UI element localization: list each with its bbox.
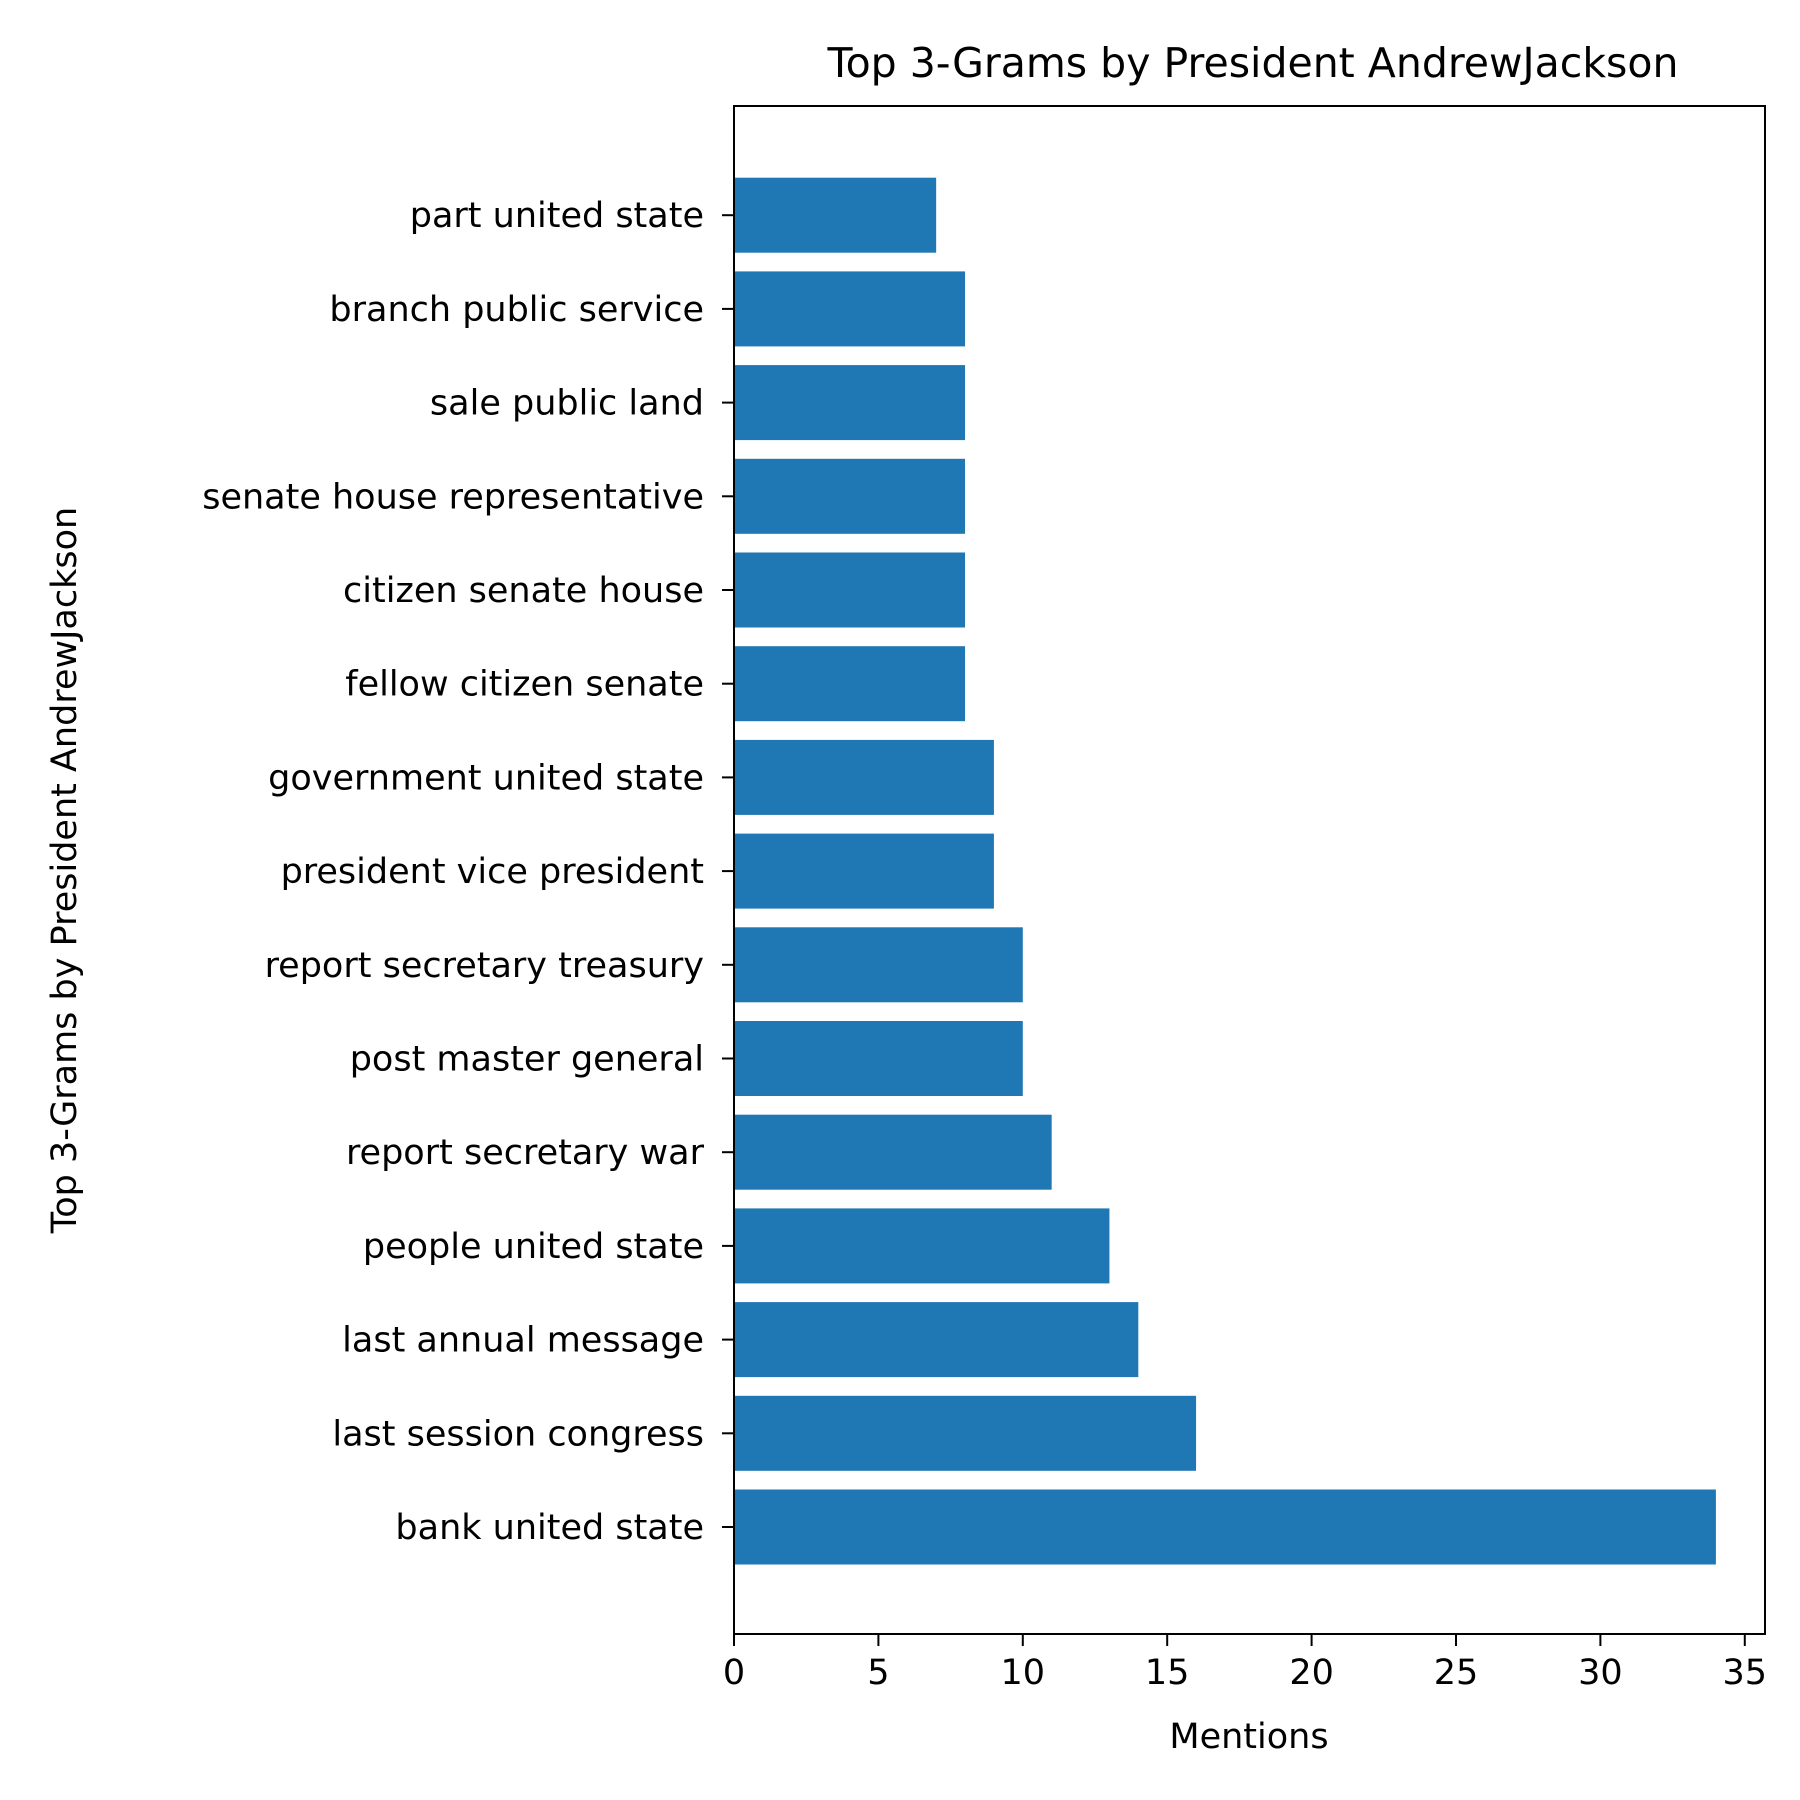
y-tick-label: government united state (268, 758, 704, 798)
y-tick-label: president vice president (281, 852, 704, 892)
y-tick-label: fellow citizen senate (345, 665, 704, 705)
chart-title: Top 3-Grams by President AndrewJackson (827, 39, 1679, 87)
bar-fellow-citizen-senate (734, 646, 966, 722)
x-tick-label: 25 (1434, 1653, 1479, 1693)
y-tick-label: people united state (363, 1227, 704, 1267)
y-axis-ticks: bank united state last session congress la… (202, 196, 734, 1548)
y-tick-label: post master general (350, 1040, 704, 1080)
y-tick-label: part united state (410, 196, 704, 236)
bar-report-secretary-war (734, 1114, 1052, 1190)
y-axis-label: Top 3-Grams by President AndrewJackson (45, 507, 85, 1234)
bar-branch-public-service (734, 271, 966, 347)
bar-report-secretary-treasury (734, 927, 1023, 1003)
bar-sale-public-land (734, 365, 966, 441)
x-tick-label: 35 (1723, 1653, 1768, 1693)
x-tick-label: 30 (1578, 1653, 1623, 1693)
x-axis-ticks: 0 5 10 15 20 25 30 35 (723, 1634, 1767, 1693)
bar-part-united-state (734, 177, 937, 253)
bar-last-annual-message (734, 1302, 1139, 1378)
bar-last-session-congress (734, 1395, 1197, 1471)
bar-people-united-state (734, 1208, 1110, 1284)
bars (734, 177, 1716, 1565)
y-tick-label: last session congress (332, 1414, 704, 1454)
y-tick-label: sale public land (430, 384, 704, 424)
bar-bank-united-state (734, 1489, 1716, 1565)
y-tick-label: last annual message (342, 1321, 704, 1361)
plot-frame (733, 105, 1766, 1635)
bar-post-master-general (734, 1021, 1023, 1096)
bar-senate-house-representative (734, 458, 966, 534)
x-tick-label: 20 (1289, 1653, 1334, 1693)
bar-president-vice-president (734, 833, 994, 909)
y-tick-label: citizen senate house (343, 571, 704, 611)
x-tick-label: 15 (1145, 1653, 1190, 1693)
bar-citizen-senate-house (734, 552, 966, 628)
y-tick-label: bank united state (395, 1508, 704, 1548)
x-tick-label: 0 (723, 1653, 745, 1693)
y-tick-label: report secretary treasury (265, 946, 704, 986)
y-tick-label: senate house representative (202, 477, 704, 517)
y-tick-label: report secretary war (346, 1133, 705, 1173)
y-tick-label: branch public service (329, 290, 704, 330)
x-axis-label: Mentions (1169, 1717, 1328, 1757)
bar-government-united-state (734, 739, 994, 815)
x-tick-label: 5 (867, 1653, 889, 1693)
x-tick-label: 10 (1001, 1653, 1046, 1693)
